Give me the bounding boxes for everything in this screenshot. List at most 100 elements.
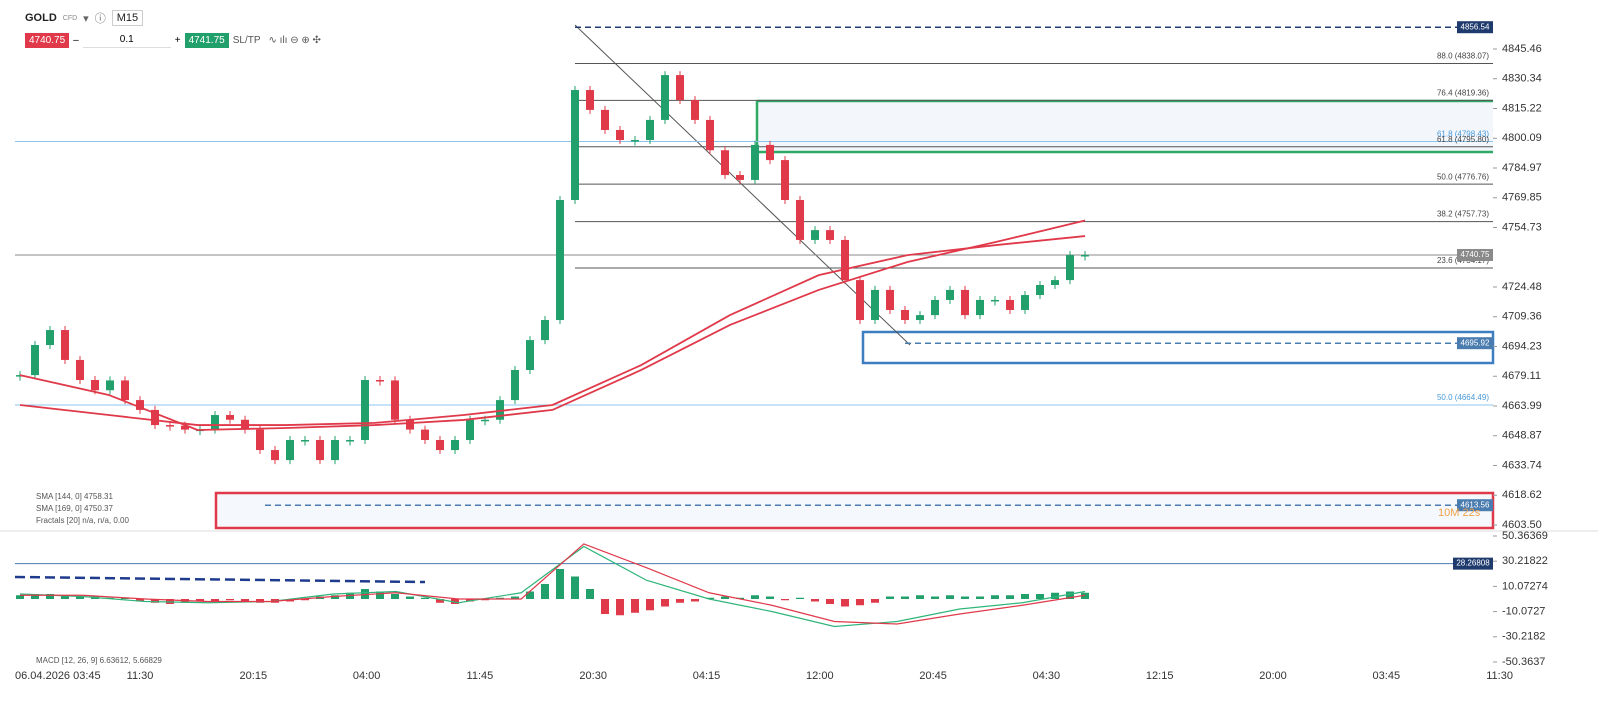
symbol[interactable]: GOLD <box>25 12 57 24</box>
histogram-bar <box>1036 593 1044 599</box>
y-tick-label: 4633.74 <box>1502 459 1542 471</box>
candle <box>886 289 894 310</box>
histogram-bar <box>886 596 894 599</box>
y-tick-label: 4709.36 <box>1502 311 1542 323</box>
candle <box>166 425 174 427</box>
candle <box>226 415 234 420</box>
fib-label: 61.8 (4795.80) <box>1437 135 1489 144</box>
y-tick-label: 4663.99 <box>1502 400 1542 412</box>
candle <box>1036 284 1044 296</box>
histogram-bar <box>76 596 84 599</box>
candle <box>376 380 384 382</box>
histogram-bar <box>61 595 69 599</box>
histogram-bar <box>526 591 534 599</box>
sma-line <box>19 235 1086 426</box>
candle <box>61 330 69 360</box>
histogram-bar <box>256 598 264 603</box>
candle <box>271 450 279 461</box>
x-tick-label: 11:45 <box>467 670 494 682</box>
x-tick-label: 20:30 <box>579 670 607 682</box>
candle <box>121 380 129 401</box>
candle <box>706 119 714 151</box>
fib-label: 88.0 (4838.07) <box>1437 52 1489 61</box>
histogram-bar <box>1066 591 1074 599</box>
candle <box>511 369 519 401</box>
fib-label: 50.0 (4664.49) <box>1437 393 1489 402</box>
sell-button[interactable]: 4740.75 <box>25 32 70 48</box>
price-tag-label: 4695.92 <box>1461 338 1490 347</box>
histogram-bar <box>766 596 774 599</box>
price-tag-label: 28.26808 <box>1456 559 1490 568</box>
sma-line <box>19 219 1086 431</box>
candle <box>541 320 549 341</box>
y-tick-label: -50.3637 <box>1502 656 1545 668</box>
timeframe[interactable]: M15 <box>111 10 144 26</box>
buy-button[interactable]: 4741.75 <box>184 32 229 48</box>
x-tick-label: 04:00 <box>353 670 381 682</box>
histogram-bar <box>376 591 384 599</box>
candle <box>136 400 144 410</box>
histogram-bar <box>856 598 864 606</box>
candle <box>361 380 369 441</box>
y-tick-label: 4648.87 <box>1502 430 1542 442</box>
candle <box>331 440 339 461</box>
candle <box>976 299 984 316</box>
histogram-bar <box>136 598 144 602</box>
y-tick-label: 4845.46 <box>1502 43 1542 55</box>
legend-entry: Fractals [20] n/a, n/a, 0.00 <box>36 516 129 525</box>
y-tick-label: 4724.48 <box>1502 281 1542 293</box>
histogram-bar <box>946 595 954 599</box>
histogram-bar <box>991 595 999 599</box>
info[interactable]: ⓘ <box>94 13 106 25</box>
histogram-bar <box>826 598 834 605</box>
y-tick-label: 4769.85 <box>1502 192 1542 204</box>
candle <box>796 200 804 240</box>
candle <box>916 315 924 321</box>
candle <box>841 239 849 281</box>
candle <box>316 440 324 461</box>
x-tick-label: 04:15 <box>693 670 721 682</box>
candle <box>391 380 399 420</box>
histogram-bar <box>301 598 309 601</box>
histogram-bar <box>466 598 474 602</box>
x-tick-label: 11:30 <box>1486 670 1513 682</box>
candle <box>721 150 729 176</box>
plus[interactable]: + <box>174 34 181 46</box>
histogram-bar <box>1021 593 1029 599</box>
histogram-bar <box>421 597 429 599</box>
x-tick-label: 20:45 <box>919 670 947 682</box>
trade-bar: 4740.75 – 0.1 + 4741.75 SL/TP ∿ ılı ⊖ ⊕ … <box>25 32 325 48</box>
histogram-bar <box>541 583 549 599</box>
histogram-bar <box>511 596 519 599</box>
candle <box>586 90 594 110</box>
histogram-bar <box>691 598 699 602</box>
candle <box>751 144 759 180</box>
dropdown[interactable]: ▾ <box>83 12 89 25</box>
candle <box>826 230 834 240</box>
minus[interactable]: – <box>73 34 79 46</box>
histogram-bar <box>331 595 339 599</box>
x-tick-label: 12:15 <box>1146 670 1174 682</box>
histogram-bar <box>406 596 414 599</box>
tools[interactable]: ∿ ılı ⊖ ⊕ ✣ <box>268 34 321 46</box>
histogram-bar <box>436 598 444 603</box>
candle <box>106 380 114 391</box>
histogram-bar <box>1051 592 1059 599</box>
sl-tp[interactable]: SL/TP <box>232 34 261 46</box>
y-tick-label: 4603.50 <box>1502 519 1542 531</box>
candle <box>31 344 39 376</box>
histogram-bar <box>226 598 234 601</box>
candle <box>496 400 504 420</box>
histogram-bar <box>241 598 249 602</box>
candle <box>46 330 54 345</box>
volume-input[interactable]: 0.1 <box>82 32 171 48</box>
candle <box>91 380 99 391</box>
histogram-bar <box>916 595 924 599</box>
histogram-bar <box>901 596 909 599</box>
candle <box>931 299 939 316</box>
histogram-bar <box>451 598 459 605</box>
candle <box>871 289 879 321</box>
histogram-bar <box>391 593 399 599</box>
candle <box>481 419 489 422</box>
